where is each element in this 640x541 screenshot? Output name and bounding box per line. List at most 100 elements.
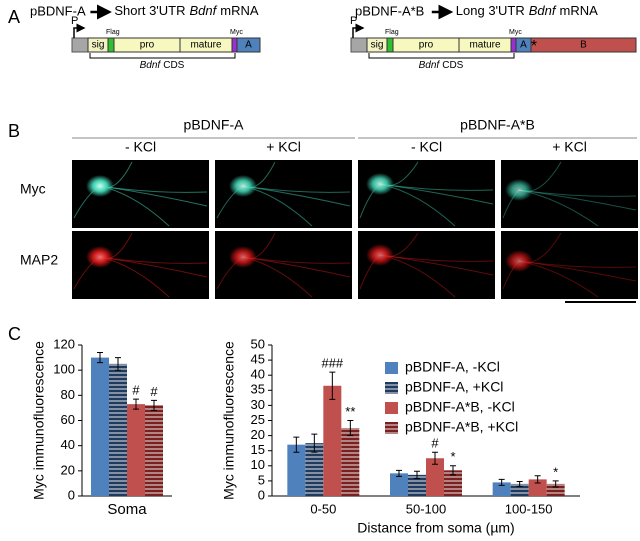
y-tick-label: 5	[258, 472, 265, 487]
bar	[341, 428, 360, 496]
error-bar	[432, 451, 438, 465]
rna-text: mRNA	[220, 3, 259, 18]
cell-body	[229, 246, 257, 268]
utr-segment	[236, 37, 261, 53]
y-tick-label: 50	[251, 336, 265, 351]
significance-label: #	[431, 436, 439, 451]
plasmid-name: pBDNF-A	[30, 3, 86, 18]
segment-label: sig	[92, 40, 105, 51]
error-bar	[293, 436, 300, 453]
error-bar	[115, 357, 121, 371]
cds-label: Bdnf CDS	[419, 60, 464, 71]
y-tick-label: 30	[251, 397, 265, 412]
y-tick-label: 100	[53, 362, 75, 377]
cds-segment	[366, 37, 388, 53]
condition-header: + KCl	[552, 139, 587, 155]
bar	[390, 473, 408, 496]
y-tick-label: 20	[251, 427, 265, 442]
segment-label: pro	[140, 40, 155, 51]
panel-label: A	[8, 7, 20, 27]
bar	[492, 482, 511, 496]
cds-gene: Bdnf	[140, 60, 162, 71]
group-header: pBDNF-A*B	[460, 117, 535, 133]
legend-label: pBDNF-A*B, -KCl	[405, 399, 515, 415]
bar	[546, 483, 565, 496]
row-label: Myc	[20, 181, 46, 197]
utr-text: Long 3'UTR	[456, 3, 525, 18]
y-tick-label: 25	[251, 412, 265, 427]
legend-label: pBDNF-A*B, +KCl	[405, 419, 518, 435]
error-bar	[534, 475, 541, 484]
y-tick-label: 10	[251, 457, 265, 472]
gene-text: Bdnf	[529, 3, 557, 18]
error-bar	[133, 398, 139, 410]
segment-label: sig	[371, 40, 384, 51]
bar	[91, 357, 109, 496]
legend-label: pBDNF-A, -KCl	[405, 359, 500, 375]
error-bar	[414, 470, 420, 479]
promoter-box	[350, 37, 368, 53]
cell-body	[366, 244, 394, 266]
bar	[323, 385, 342, 496]
promoter-arrow	[73, 23, 86, 38]
cell-body	[505, 250, 533, 272]
error-bar	[396, 469, 402, 477]
significance-label: *	[553, 464, 558, 479]
segment-label: mature	[190, 40, 222, 51]
error-bar	[516, 481, 523, 487]
cell-body	[229, 175, 257, 197]
x-tick-label: 100-150	[505, 501, 553, 516]
cell-body	[366, 173, 394, 195]
y-tick-label: 45	[251, 352, 265, 367]
cds-text: CDS	[442, 60, 463, 71]
bar	[287, 444, 306, 496]
significance-label: #	[132, 383, 140, 398]
bar	[145, 405, 163, 496]
cds-segment	[87, 37, 109, 53]
cell-body	[86, 246, 114, 268]
bar	[127, 404, 145, 496]
plasmid-name: pBDNF-A*B	[355, 3, 424, 18]
significance-label: ###	[321, 356, 343, 371]
panel-label: C	[8, 324, 21, 344]
bar	[510, 483, 529, 496]
construct-title: Short 3'UTR Bdnf mRNA	[114, 3, 258, 18]
significance-label: #	[150, 384, 158, 399]
segment-label: pro	[419, 40, 434, 51]
error-bar	[552, 480, 559, 488]
x-tick-label: Soma	[107, 501, 147, 518]
error-bar	[498, 478, 505, 486]
y-tick-label: 15	[251, 442, 265, 457]
cds-bracket	[368, 53, 515, 59]
group-header: pBDNF-A	[184, 117, 245, 133]
utr-text: Short 3'UTR	[114, 3, 185, 18]
row-label: MAP2	[20, 252, 58, 268]
x-axis-label: Distance from soma (µm)	[357, 520, 514, 536]
legend-swatch	[385, 422, 398, 434]
error-bar	[151, 399, 157, 411]
y-tick-label: 20	[61, 462, 75, 477]
cds-label: Bdnf CDS	[140, 60, 185, 71]
myc-label: Myc	[230, 29, 243, 36]
star-label: *	[531, 38, 537, 55]
y-tick-label: 40	[251, 367, 265, 382]
y-tick-label: 0	[258, 487, 265, 502]
promoter-arrow	[352, 23, 365, 38]
y-tick-label: 60	[61, 412, 75, 427]
condition-header: - KCl	[411, 139, 442, 155]
legend-swatch	[385, 402, 398, 414]
error-bar	[347, 420, 354, 437]
construct-title: Long 3'UTR Bdnf mRNA	[456, 3, 598, 18]
significance-label: *	[450, 449, 455, 464]
x-tick-label: 50-100	[406, 501, 446, 516]
y-axis-label: Myc immunofluorescence	[31, 341, 47, 500]
y-tick-label: 35	[251, 382, 265, 397]
utr-label: A	[520, 40, 527, 51]
myc-tag	[231, 37, 238, 53]
utr-label: A	[245, 40, 252, 51]
myc-label: Myc	[509, 29, 522, 36]
cds-bracket	[89, 53, 236, 59]
y-tick-label: 40	[61, 437, 75, 452]
utr-segment	[530, 37, 637, 53]
condition-header: + KCl	[266, 139, 301, 155]
